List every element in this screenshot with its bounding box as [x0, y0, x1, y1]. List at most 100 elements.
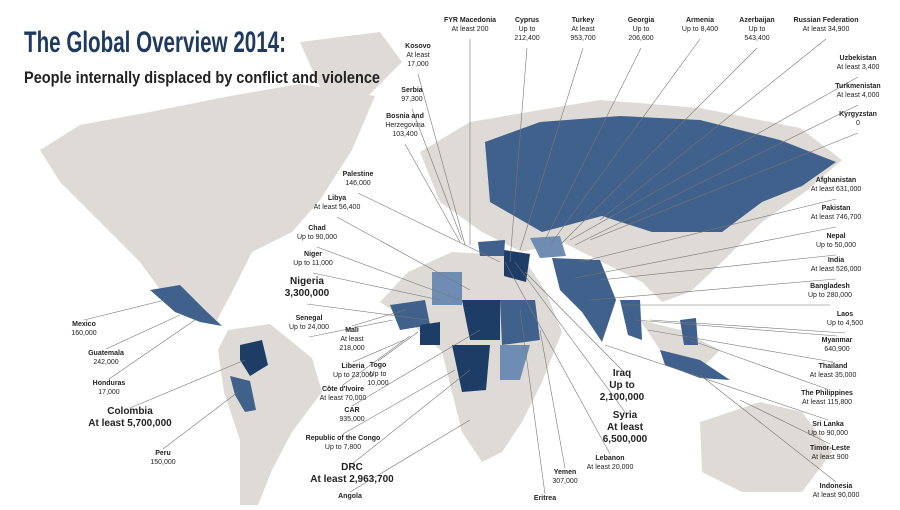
label-line: Up to 90,000 [808, 430, 848, 437]
leader-line [579, 198, 837, 263]
country-label: Libya At least 56,400 [314, 195, 361, 211]
label-line: At least 746,700 [811, 214, 862, 221]
country-label: Serbia 97,300 [401, 87, 423, 103]
country-label: Myanmar 640,900 [822, 337, 853, 353]
leader-line [647, 329, 834, 363]
leader-line [316, 246, 461, 301]
country-label: Afghanistan At least 631,000 [811, 177, 862, 193]
country-label: Republic of the Congo Up to 7,800 [306, 435, 381, 451]
country-label: Liberia Up to 23,000 [333, 363, 373, 379]
country-label: Mali At least 218,000 [339, 327, 364, 352]
label-line: 0 [856, 120, 860, 127]
country-label: Syria At least 6,500,000 [603, 410, 648, 445]
label-line: 242,000 [93, 359, 118, 366]
label-line: Eritrea [534, 495, 556, 502]
label-line: Pakistan [822, 205, 851, 212]
label-line: At least 2,963,700 [310, 474, 394, 485]
label-line: At least 35,000 [810, 372, 857, 379]
label-line: Mali [345, 327, 359, 334]
leader-line [699, 374, 837, 483]
label-line: Guatemala [88, 350, 124, 357]
label-line: Myanmar [822, 337, 853, 344]
label-line: 17,000 [98, 389, 120, 396]
country-label: Thailand At least 35,000 [810, 363, 857, 379]
leader-line [357, 192, 501, 263]
label-line: Laos [837, 311, 853, 318]
leader-line [351, 329, 481, 407]
leader-line [108, 319, 196, 380]
label-line: 953,700 [570, 35, 595, 42]
country-label: Bosnia and Herzegovina 103,400 [385, 113, 424, 138]
country-label: Côte d'Ivoire At least 70,000 [320, 386, 367, 402]
label-line: Togo [370, 362, 387, 369]
label-line: At least 3,400 [837, 64, 880, 71]
country-label: The Philippines At least 115,800 [801, 390, 853, 406]
label-line: 543,400 [744, 35, 769, 42]
label-line: 206,600 [628, 35, 653, 42]
label-line: Up to [519, 26, 536, 33]
label-line: Timor-Leste [810, 445, 850, 452]
country-label: Chad Up to 90,000 [297, 225, 337, 241]
label-line: Up to [370, 371, 387, 378]
label-line: Lebanon [595, 455, 624, 462]
country-label: Georgia Up to 206,600 [628, 17, 655, 42]
label-line: Up to 8,400 [682, 26, 718, 33]
country-label: Angola [338, 493, 362, 500]
leader-line [559, 47, 758, 246]
label-line: Herzegovina [385, 122, 424, 129]
label-line: Afghanistan [816, 177, 856, 184]
label-line: Nigeria [290, 276, 324, 287]
label-line: At least 526,000 [811, 266, 862, 273]
label-line: Palestine [343, 171, 374, 178]
leader-line [689, 339, 828, 390]
country-label: Armenia Up to 8,400 [682, 17, 718, 33]
leader-line [524, 271, 623, 371]
country-label: Laos Up to 4,500 [827, 311, 863, 327]
country-label: Timor-Leste At least 900 [810, 445, 850, 461]
country-label: Kyrgyzstan 0 [839, 111, 877, 127]
label-line: 3,300,000 [285, 288, 330, 299]
label-line: Azerbaijan [739, 17, 774, 24]
label-line: 212,400 [514, 35, 539, 42]
country-label: Niger Up to 11,000 [293, 251, 333, 267]
leader-line [514, 261, 626, 413]
label-line: 10,000 [367, 380, 389, 387]
country-label: DRC At least 2,963,700 [310, 462, 394, 485]
label-line: DRC [341, 462, 363, 473]
leader-line [574, 104, 859, 246]
leader-line [162, 391, 239, 450]
leader-line [739, 399, 831, 445]
label-line: Up to 50,000 [816, 242, 856, 249]
label-line: 97,300 [401, 96, 423, 103]
label-line: Up to [633, 26, 650, 33]
label-line: At least 20,000 [587, 464, 634, 471]
label-line: Sri Lanka [812, 421, 844, 428]
label-line: India [828, 257, 844, 264]
label-line: 218,000 [339, 345, 364, 352]
label-line: Indonesia [820, 483, 853, 490]
label-line: 6,500,000 [603, 434, 648, 445]
label-line: 307,000 [552, 478, 577, 485]
leader-line [544, 47, 642, 241]
leader-line [312, 272, 441, 301]
leader-line [599, 38, 827, 221]
label-line: Niger [304, 251, 322, 258]
leader-line [351, 309, 406, 327]
country-label: Sri Lanka Up to 90,000 [808, 421, 848, 437]
label-line: At least 70,000 [320, 395, 367, 402]
label-line: Chad [308, 225, 326, 232]
country-label: Nepal Up to 50,000 [816, 233, 856, 249]
leader-line [417, 73, 466, 246]
label-line: Up to 23,000 [333, 372, 373, 379]
leader-line [377, 331, 419, 362]
label-line: Honduras [93, 380, 126, 387]
leader-line [336, 216, 471, 291]
label-line: Turkey [572, 17, 595, 24]
label-line: Republic of the Congo [306, 435, 381, 442]
leader-line [351, 369, 471, 465]
label-line: Kyrgyzstan [839, 111, 877, 118]
country-label: Russian Federation At least 34,900 [794, 17, 859, 33]
label-line: Up to [609, 380, 635, 391]
country-label: Kosovo At least 17,000 [405, 43, 431, 68]
country-label: Azerbaijan Up to 543,400 [739, 17, 774, 42]
